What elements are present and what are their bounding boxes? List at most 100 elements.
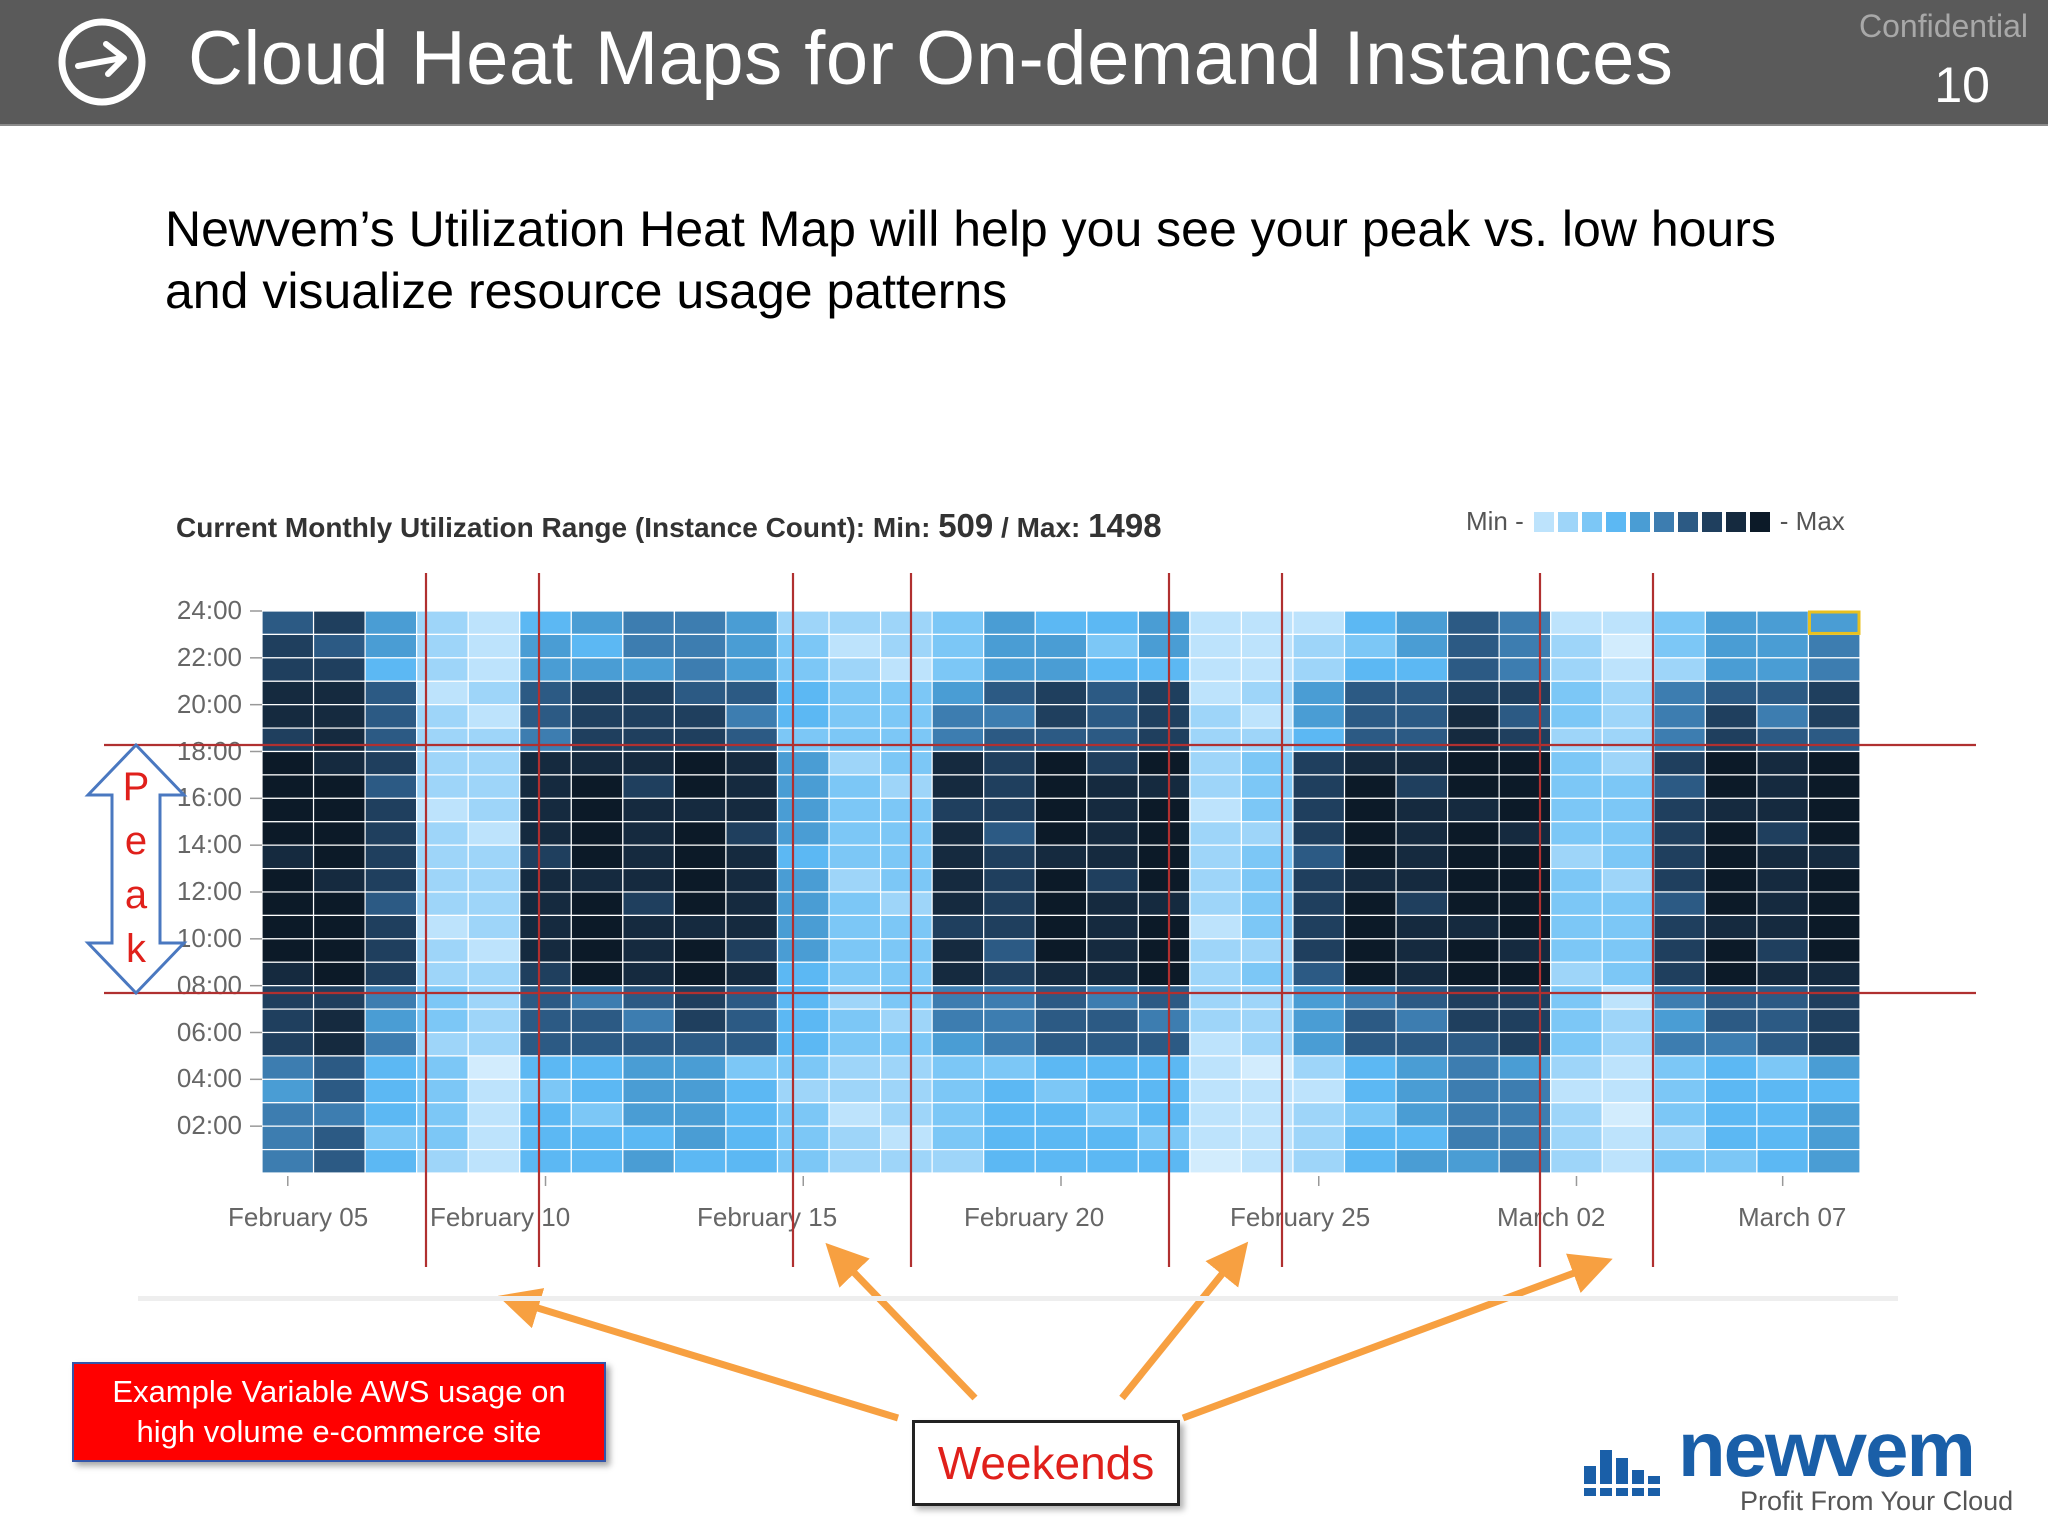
heatmap-cell (725, 750, 779, 776)
heatmap-cell (416, 633, 469, 659)
heatmap-cell (1704, 797, 1758, 823)
heatmap-cell (725, 938, 779, 963)
heatmap-cell (1240, 891, 1294, 917)
example-callout: Example Variable AWS usage on high volum… (72, 1362, 606, 1462)
heatmap-cell (1034, 914, 1088, 940)
heatmap-cell (1807, 1125, 1861, 1151)
heatmap-cell (983, 938, 1036, 963)
heatmap-cell (1343, 1055, 1397, 1080)
heatmap-cell (1653, 750, 1706, 776)
heatmap-cell (1807, 1102, 1861, 1127)
heatmap-cell (519, 1055, 572, 1080)
heatmap-cell (725, 844, 779, 870)
heatmap-cell (1601, 1125, 1655, 1151)
chart-max-value: 1498 (1088, 507, 1162, 544)
heatmap-cell (1447, 1148, 1500, 1174)
heatmap-cell (1240, 610, 1294, 636)
heatmap-cell (1704, 750, 1758, 776)
heatmap-cell (1550, 680, 1603, 706)
y-tick-label: 06:00 (176, 1016, 242, 1047)
heatmap-cell (622, 750, 675, 776)
heatmap-cell (931, 938, 985, 963)
heatmap-cell (622, 1031, 675, 1057)
heatmap-cell (879, 914, 933, 940)
heatmap-cell (983, 727, 1036, 753)
heatmap-cell (1086, 774, 1139, 799)
heatmap-cell (1807, 680, 1861, 706)
heatmap-cell (1292, 938, 1346, 963)
heatmap-cell (261, 657, 315, 682)
heatmap-cell (467, 610, 521, 636)
legend-swatch (1677, 511, 1698, 532)
heatmap-cell (1498, 1055, 1552, 1080)
heatmap-cell (1240, 1148, 1294, 1174)
heatmap-cell (1653, 727, 1706, 753)
heatmap-cell (828, 891, 882, 917)
y-tick-label: 18:00 (176, 735, 242, 766)
heatmap-cell (570, 961, 624, 987)
heatmap-cell (570, 797, 624, 823)
heatmap-cell (1550, 774, 1603, 799)
heatmap-cell (983, 750, 1036, 776)
heatmap-cell (570, 1055, 624, 1080)
heatmap-cell (673, 657, 727, 682)
heatmap-cell (1704, 1031, 1758, 1057)
heatmap-cell (570, 1078, 624, 1104)
heatmap-cell (1343, 961, 1397, 987)
heatmap-cell (673, 867, 727, 893)
heatmap-cell (416, 1031, 469, 1057)
heatmap-cell (1807, 727, 1861, 753)
heatmap-cell (1807, 774, 1861, 799)
y-tick-label: 12:00 (176, 876, 242, 906)
heatmap-cell (364, 633, 418, 659)
heatmap-cell (519, 821, 572, 846)
heatmap-cell (1240, 1125, 1294, 1151)
heatmap-cell (1086, 821, 1139, 846)
heatmap-cell (1395, 1102, 1449, 1127)
heatmap-cell (1343, 844, 1397, 870)
heatmap-cell (467, 844, 521, 870)
heatmap-cell (828, 797, 882, 823)
heatmap-cell (1447, 704, 1500, 729)
heatmap-cell (622, 1125, 675, 1151)
heatmap-cell (931, 844, 985, 870)
heatmap-cell (931, 1148, 985, 1174)
heatmap-cell (1807, 657, 1861, 682)
heatmap-cell (1137, 844, 1191, 870)
heatmap-cell (1704, 1078, 1758, 1104)
heatmap-cell (1498, 1125, 1552, 1151)
heatmap-cell (1137, 797, 1191, 823)
heatmap-cell (1653, 680, 1706, 706)
x-tick-label: February 10 (430, 1202, 571, 1232)
heatmap-cell (776, 891, 830, 917)
heatmap-cell (312, 985, 366, 1010)
heatmap-cell (467, 938, 521, 963)
heatmap-cell (1034, 938, 1088, 963)
heatmap-cell (1137, 774, 1191, 799)
heatmap-cell (312, 750, 366, 776)
heatmap-cell (776, 844, 830, 870)
heatmap-cell (1343, 867, 1397, 893)
heatmap-cell (776, 657, 830, 682)
heatmap-cell (1447, 610, 1500, 636)
heatmap-cell (519, 657, 572, 682)
heatmap-cell (1756, 1102, 1810, 1127)
heatmap-cell (261, 610, 315, 636)
heatmap-cell (1343, 704, 1397, 729)
heatmap-cell (1807, 821, 1861, 846)
heatmap-cell (1292, 704, 1346, 729)
example-callout-line-2: high volume e-commerce site (136, 1414, 542, 1449)
heatmap-cell (879, 657, 933, 682)
heatmap-cell (416, 774, 469, 799)
heatmap-cell (1447, 1008, 1500, 1034)
heatmap-cell (467, 1148, 521, 1174)
heatmap-cell (983, 1008, 1036, 1034)
heatmap-cell (1756, 610, 1810, 636)
heatmap-cell (1498, 1031, 1552, 1057)
y-tick-label: 20:00 (176, 688, 242, 719)
heatmap-cell (364, 891, 418, 917)
heatmap-cell (1137, 1055, 1191, 1080)
heatmap-cell (1086, 867, 1139, 893)
heatmap-cell (364, 797, 418, 823)
heatmap-cell (622, 727, 675, 753)
